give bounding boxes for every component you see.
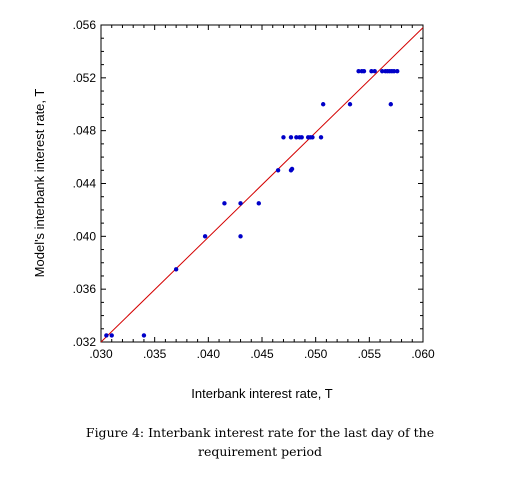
data-point (281, 135, 286, 140)
y-tick-label: .056 (73, 18, 97, 32)
y-tick-label: .032 (73, 335, 97, 349)
reference-line-layer (100, 27, 424, 343)
data-point (391, 69, 397, 74)
data-point (347, 102, 353, 107)
data-point (109, 333, 114, 338)
caption-line-2: requirement period (198, 444, 322, 459)
y-tick-label: .048 (73, 124, 97, 138)
y-tick-labels: .032 .036 .040 .044 .048 .052 .056 (73, 18, 97, 349)
x-tick-label: .060 (411, 347, 435, 361)
reference-line (100, 27, 424, 343)
data-point (361, 69, 367, 74)
data-point (388, 102, 393, 107)
data-point (369, 69, 374, 74)
data-point (256, 201, 261, 206)
y-axis-title: Model's interbank interest rate, T (32, 89, 47, 278)
data-point (318, 135, 324, 140)
data-point (222, 201, 227, 206)
data-points (104, 69, 400, 338)
x-tick-label: .045 (250, 347, 274, 361)
data-point (356, 69, 361, 74)
scatter-chart: .030 .035 .040 .045 .050 .055 .060 .032 .036 .04… (32, 18, 435, 400)
y-tick-label: .036 (73, 282, 97, 296)
data-point (202, 234, 208, 239)
data-point (104, 333, 109, 338)
caption-line-1: Figure 4: Interbank interest rate for th… (85, 425, 435, 440)
data-point (372, 69, 377, 74)
data-point (275, 168, 281, 173)
figure-caption: Figure 4: Interbank interest rate for th… (40, 423, 480, 461)
data-point (288, 135, 294, 140)
x-tick-label: .055 (358, 347, 382, 361)
x-tick-label: .050 (304, 347, 328, 361)
x-tick-label: .035 (143, 347, 167, 361)
data-point (320, 102, 326, 107)
data-point (380, 69, 385, 74)
x-tick-labels: .030 .035 .040 .045 .050 .055 .060 (89, 347, 435, 361)
tick-marks (100, 24, 424, 343)
data-point (289, 166, 295, 172)
data-point (238, 234, 243, 239)
y-tick-label: .040 (73, 229, 97, 243)
data-point (294, 135, 299, 140)
x-tick-label: .040 (197, 347, 221, 361)
y-tick-label: .044 (73, 177, 97, 191)
y-tick-label: .052 (73, 71, 97, 85)
data-point (299, 135, 304, 140)
x-tick-label: .030 (89, 347, 113, 361)
data-point (395, 69, 400, 74)
data-point (238, 201, 243, 206)
data-point (173, 267, 179, 272)
x-axis-title: Interbank interest rate, T (191, 386, 332, 400)
data-point (310, 135, 315, 140)
data-point (141, 333, 147, 338)
